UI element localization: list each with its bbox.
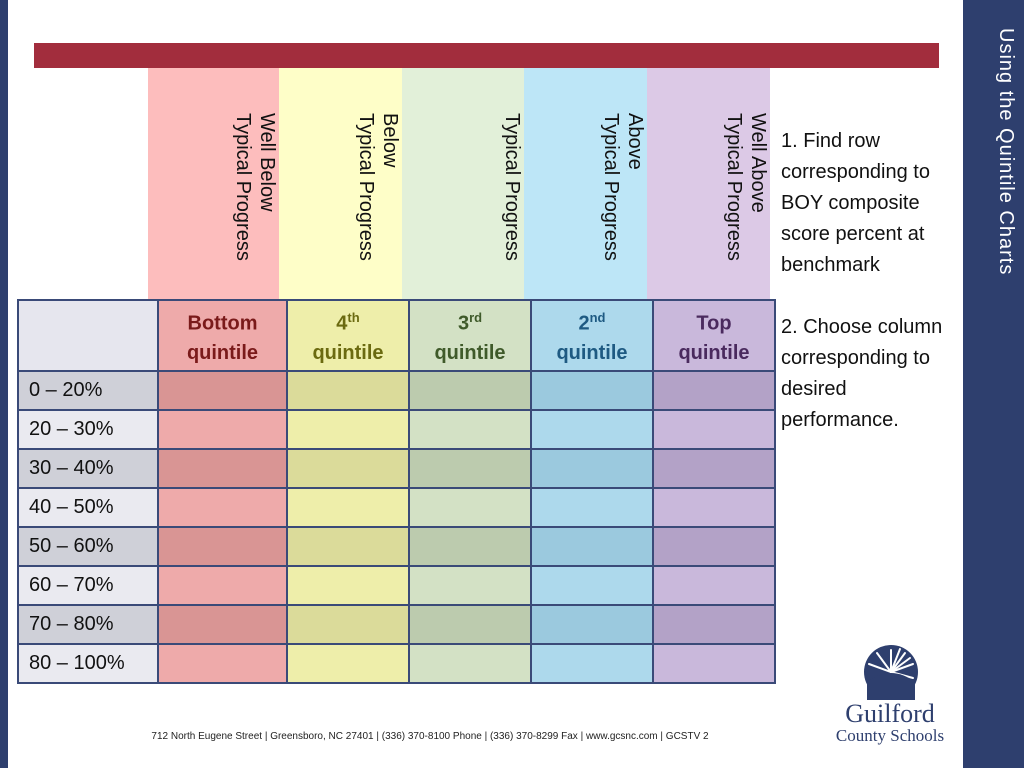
- quintile-header-row: Bottom quintile 4th quintile 3rd quintile 2…: [17, 299, 776, 372]
- grid-cell: [408, 526, 532, 567]
- progress-col-well-below: Well Below Typical Progress: [148, 68, 279, 300]
- table-row: 20 – 30%: [17, 409, 776, 450]
- row-label: 20 – 30%: [17, 409, 159, 450]
- progress-col-label: Well Above Typical Progress: [723, 113, 769, 261]
- grid-cell: [408, 409, 532, 450]
- grid-cell: [652, 448, 776, 489]
- quintile-header-2nd: 2nd quintile: [530, 299, 654, 372]
- quintile-header-4th: 4th quintile: [286, 299, 410, 372]
- grid-cell: [530, 487, 654, 528]
- grid-cell: [652, 643, 776, 684]
- grid-cell: [530, 604, 654, 645]
- table-row: 0 – 20%: [17, 370, 776, 411]
- table-row: 70 – 80%: [17, 604, 776, 645]
- grid-cell: [530, 370, 654, 411]
- row-label: 50 – 60%: [17, 526, 159, 567]
- footer-contact: 712 North Eugene Street | Greensboro, NC…: [151, 731, 709, 742]
- grid-cell: [652, 604, 776, 645]
- grid-cell: [157, 370, 288, 411]
- grid-cell: [652, 487, 776, 528]
- grid-cell: [286, 370, 410, 411]
- quintile-header-bottom: Bottom quintile: [157, 299, 288, 372]
- progress-col-label: Below Typical Progress: [355, 113, 401, 261]
- grid-cell: [652, 409, 776, 450]
- quintile-header-top: Top quintile: [652, 299, 776, 372]
- grid-cell: [286, 604, 410, 645]
- grid-cell: [157, 448, 288, 489]
- slide-title: Using the Quintile Charts: [995, 28, 1017, 276]
- progress-col-label: Above Typical Progress: [600, 113, 646, 261]
- grid-cell: [408, 370, 532, 411]
- instructions-text: 1. Find row corresponding to BOY composi…: [781, 126, 956, 467]
- grid-cell: [652, 565, 776, 606]
- grid-cell: [157, 409, 288, 450]
- instruction-step-2: 2. Choose column corresponding to desire…: [781, 316, 943, 431]
- logo-name-line1: Guilford: [845, 699, 935, 728]
- grid-cell: [286, 409, 410, 450]
- progress-col-above: Above Typical Progress: [524, 68, 647, 300]
- table-row: 60 – 70%: [17, 565, 776, 606]
- progress-col-typical: Typical Progress: [402, 68, 524, 300]
- grid-cell: [408, 487, 532, 528]
- grid-cell: [652, 526, 776, 567]
- table-row: 30 – 40%: [17, 448, 776, 489]
- row-label: 0 – 20%: [17, 370, 159, 411]
- instruction-step-1: 1. Find row corresponding to BOY composi…: [781, 130, 930, 276]
- progress-col-label: Well Below Typical Progress: [232, 113, 278, 261]
- quintile-table: Bottom quintile 4th quintile 3rd quintile 2…: [17, 299, 776, 684]
- grid-cell: [652, 370, 776, 411]
- grid-cell: [157, 565, 288, 606]
- title-side-panel: [963, 0, 1024, 768]
- progress-col-below: Below Typical Progress: [279, 68, 402, 300]
- grid-cell: [530, 448, 654, 489]
- grid-cell: [157, 643, 288, 684]
- grid-cell: [157, 604, 288, 645]
- grid-cell: [530, 526, 654, 567]
- grid-cell: [157, 487, 288, 528]
- left-accent-stripe: [0, 0, 8, 768]
- progress-col-well-above: Well Above Typical Progress: [647, 68, 770, 300]
- grid-cell: [530, 565, 654, 606]
- starburst-logo-icon: [864, 645, 918, 700]
- table-row: 50 – 60%: [17, 526, 776, 567]
- grid-cell: [408, 643, 532, 684]
- grid-cell: [408, 565, 532, 606]
- grid-cell: [408, 604, 532, 645]
- row-label: 80 – 100%: [17, 643, 159, 684]
- corner-cell: [17, 299, 159, 372]
- grid-cell: [286, 526, 410, 567]
- grid-cell: [530, 409, 654, 450]
- grid-cell: [157, 526, 288, 567]
- guilford-logo: Guilford County Schools: [825, 644, 955, 754]
- row-label: 40 – 50%: [17, 487, 159, 528]
- grid-cell: [286, 565, 410, 606]
- grid-cell: [408, 448, 532, 489]
- grid-cell: [286, 448, 410, 489]
- table-row: 40 – 50%: [17, 487, 776, 528]
- row-label: 30 – 40%: [17, 448, 159, 489]
- row-label: 70 – 80%: [17, 604, 159, 645]
- grid-cell: [530, 643, 654, 684]
- progress-col-label: Typical Progress: [501, 113, 523, 261]
- table-row: 80 – 100%: [17, 643, 776, 684]
- quintile-header-3rd: 3rd quintile: [408, 299, 532, 372]
- row-label: 60 – 70%: [17, 565, 159, 606]
- logo-name-line2: County Schools: [835, 726, 945, 745]
- grid-cell: [286, 643, 410, 684]
- header-accent-bar: [34, 43, 939, 68]
- grid-cell: [286, 487, 410, 528]
